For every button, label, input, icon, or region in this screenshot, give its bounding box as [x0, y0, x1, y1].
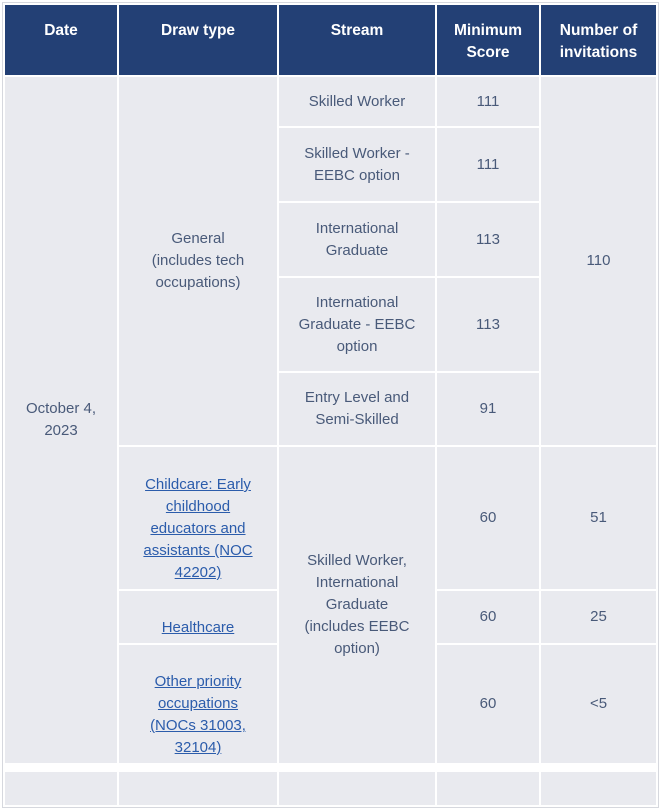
- invitations-cell: 25: [541, 591, 656, 643]
- stream-cell: Skilled Worker - EEBC option: [279, 128, 435, 201]
- invitations-cell: <5: [541, 645, 656, 763]
- draw-type-general-cell: General (includes tech occupations): [119, 77, 277, 445]
- table-row: Other priority occupations (NOCs 31003, …: [5, 645, 656, 763]
- invitations-cell: 51: [541, 447, 656, 589]
- table-row: International Graduate 113: [5, 203, 656, 276]
- col-header-date: Date: [5, 5, 117, 75]
- minimum-score-cell: [437, 765, 539, 805]
- minimum-score-cell: 113: [437, 278, 539, 371]
- stream-cell: [279, 765, 435, 805]
- table-row: Skilled Worker - EEBC option 111: [5, 128, 656, 201]
- stream-cell: Entry Level and Semi-Skilled: [279, 373, 435, 445]
- stream-cell: International Graduate: [279, 203, 435, 276]
- date-cell: [5, 765, 117, 805]
- draw-type-healthcare-cell: Healthcare: [119, 591, 277, 643]
- table-row: International Graduate - EEBC option 113: [5, 278, 656, 371]
- stream-merged-cell: Skilled Worker, International Graduate (…: [279, 447, 435, 763]
- minimum-score-cell: 91: [437, 373, 539, 445]
- table-row: October 4, 2023 General (includes tech o…: [5, 77, 656, 763]
- minimum-score-cell: 113: [437, 203, 539, 276]
- minimum-score-cell: 60: [437, 447, 539, 589]
- header-row: Date Draw type Stream Minimum Score Numb…: [5, 5, 656, 75]
- minimum-score-cell: 60: [437, 591, 539, 643]
- invitations-cell: [541, 765, 656, 805]
- minimum-score-cell: 111: [437, 128, 539, 201]
- stream-cell: International Graduate - EEBC option: [279, 278, 435, 371]
- draw-type-cell: [119, 765, 277, 805]
- table-row: Childcare: Early childhood educators and…: [5, 447, 656, 763]
- col-header-number-of-invitations: Number of invitations: [541, 5, 656, 75]
- date-cell: October 4, 2023: [5, 77, 117, 763]
- other-priority-occupations-link[interactable]: Other priority occupations (NOCs 31003, …: [150, 673, 246, 756]
- draw-type-other-priority-cell: Other priority occupations (NOCs 31003, …: [119, 645, 277, 763]
- invitation-draws-table: Date Draw type Stream Minimum Score Numb…: [3, 3, 658, 807]
- table-row-partial: [5, 765, 656, 805]
- draw-type-childcare-cell: Childcare: Early childhood educators and…: [119, 447, 277, 589]
- childcare-noc-42202-link[interactable]: Childcare: Early childhood educators and…: [143, 476, 253, 581]
- col-header-stream: Stream: [279, 5, 435, 75]
- col-header-minimum-score: Minimum Score: [437, 5, 539, 75]
- minimum-score-cell: 60: [437, 645, 539, 763]
- invitations-cell: 110: [541, 77, 656, 445]
- minimum-score-cell: 111: [437, 77, 539, 126]
- col-header-draw-type: Draw type: [119, 5, 277, 75]
- table-row: Healthcare 60 25: [5, 591, 656, 643]
- stream-cell: Skilled Worker: [279, 77, 435, 126]
- healthcare-link[interactable]: Healthcare: [161, 619, 235, 636]
- table-row: Entry Level and Semi-Skilled 91: [5, 373, 656, 445]
